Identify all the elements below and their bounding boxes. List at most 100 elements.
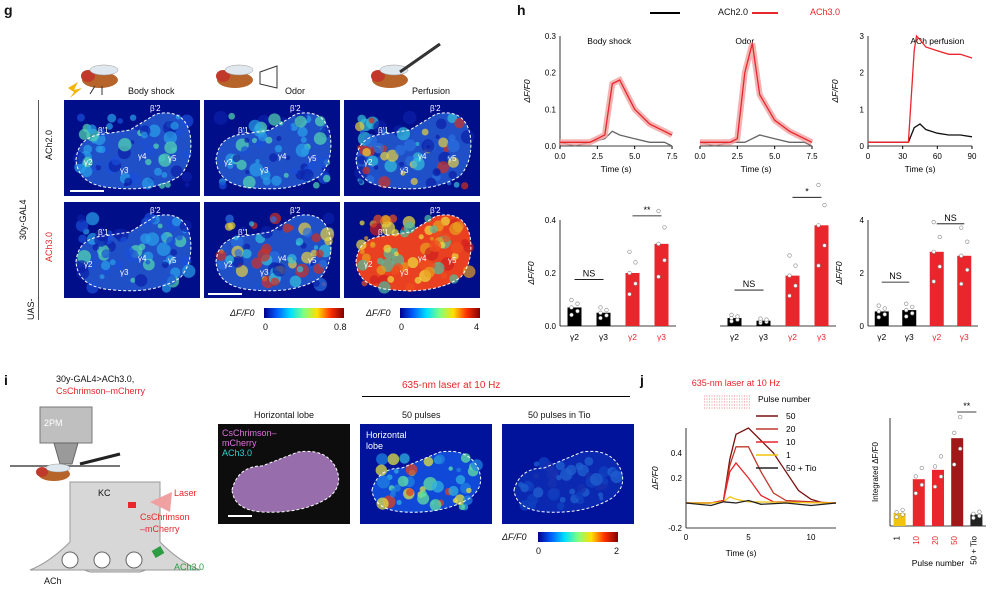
stimulus-annotation: ACh perfusion: [910, 36, 964, 46]
data-point: [931, 249, 936, 254]
x-tick-label: γ3: [599, 332, 608, 342]
x-tick-label: 10: [807, 533, 816, 542]
roi-label: γ4: [418, 254, 427, 263]
data-point: [604, 308, 609, 313]
bar: [654, 243, 669, 326]
fly-shock-icon: [68, 64, 119, 98]
stimulus-annotation: Odor: [735, 36, 754, 46]
legend-label: 50 + Tio: [786, 463, 817, 473]
roi-label: γ3: [120, 166, 129, 175]
heatmap-tile: β'1 β'2 γ2 γ3 γ4 γ5: [204, 100, 340, 196]
roi-label: γ4: [418, 152, 427, 161]
colorbar-i: [538, 532, 618, 542]
bar: [814, 225, 829, 326]
x-tick-label: 90: [968, 152, 977, 161]
x-axis-label: Time (s): [905, 164, 936, 174]
genotype-line1: 30y-GAL4>ACh3.0,: [56, 374, 134, 384]
roi-label: γ4: [138, 254, 147, 263]
data-point: [919, 482, 924, 487]
data-point: [627, 270, 632, 276]
image-title-1: 50 pulses: [402, 410, 441, 420]
legend-label: 1: [786, 450, 791, 460]
data-point: [758, 316, 763, 321]
data-point: [575, 301, 580, 306]
stimulus-annotation: Body shock: [587, 36, 632, 46]
data-point: [904, 314, 909, 319]
data-point: [598, 305, 603, 310]
data-point: [900, 512, 905, 517]
significance-label: *: [805, 186, 809, 196]
colorbar1: [264, 308, 344, 318]
series-line-1: [686, 496, 837, 504]
series-line-50 + Tio: [685, 499, 837, 507]
x-tick-label: γ3: [960, 332, 969, 342]
overlay-ch2: ACh3.0: [222, 448, 253, 458]
x-axis-label: Time (s): [726, 548, 757, 558]
data-point: [959, 253, 964, 258]
y-tick-label: 0.1: [545, 105, 557, 114]
colorbar-i-min: 0: [536, 546, 542, 556]
series-line-ACh3.0: [700, 43, 813, 143]
x-tick-label: γ3: [817, 332, 826, 342]
x-tick-label: 60: [933, 152, 942, 161]
roi-label: γ5: [168, 154, 177, 163]
kc-label: KC: [98, 488, 111, 498]
data-point: [894, 510, 899, 515]
significance-label: NS: [889, 271, 902, 281]
data-point: [876, 303, 881, 308]
stimulus-perfusion: Perfusion: [412, 86, 451, 96]
data-point: [569, 312, 574, 317]
data-point: [904, 308, 909, 313]
data-point: [932, 464, 938, 469]
image-50-pulses-tio: [502, 424, 634, 524]
ach-label: ACh: [44, 576, 62, 586]
roi-label: γ2: [84, 260, 93, 269]
data-point: [787, 293, 792, 298]
data-point: [952, 462, 957, 467]
x-tick-label: 0.0: [554, 152, 566, 161]
roi-label: γ5: [308, 154, 317, 163]
bar: [625, 273, 640, 326]
mcherry-label: –mCherry: [140, 524, 180, 534]
legend-ach3: ACh3.0: [810, 7, 841, 17]
data-point: [662, 225, 667, 230]
roi-label: γ3: [400, 268, 409, 277]
y-tick-label: 2: [860, 69, 865, 78]
series-line-ACh3.0: [560, 79, 673, 143]
x-tick-label: 1: [893, 535, 902, 540]
scale-bar: [70, 190, 104, 192]
overlay-ch1b: mCherry: [222, 438, 257, 448]
y-tick-label: 1: [860, 105, 865, 114]
significance-label: **: [643, 205, 651, 215]
data-point: [971, 511, 976, 516]
data-point: [910, 304, 915, 310]
panel-h: ACh2.0 ACh3.0: [520, 0, 1000, 360]
y-tick-label: 0: [860, 322, 865, 331]
data-point: [633, 281, 638, 286]
schematic: [10, 406, 201, 573]
data-point: [787, 253, 792, 258]
bar: [727, 318, 742, 326]
x-tick-label: 5.0: [629, 152, 641, 161]
data-point: [913, 491, 918, 496]
heatmap-tile: β'1 β'2 γ2 γ3 γ4 γ5: [204, 202, 340, 298]
colorbar1-label: ΔF/F0: [230, 308, 255, 318]
roi-label: γ2: [224, 260, 233, 269]
x-tick-label: 30: [898, 152, 907, 161]
data-point: [735, 314, 740, 319]
data-point: [876, 315, 881, 320]
data-point: [882, 312, 887, 317]
legend-ach2: ACh2.0: [718, 7, 749, 17]
data-point: [656, 208, 661, 214]
x-tick-label: 0: [684, 533, 689, 542]
significance-label: NS: [944, 213, 957, 223]
data-point: [822, 243, 827, 248]
y-tick-label: 4: [860, 216, 865, 225]
x-tick-label: 7.5: [666, 152, 678, 161]
data-point: [900, 507, 905, 513]
data-point: [876, 309, 881, 314]
x-tick-label: 2.5: [732, 152, 744, 161]
y-tick-label: 2: [860, 269, 865, 278]
roi-label: γ3: [120, 268, 129, 277]
y-tick-label: -0.2: [668, 524, 682, 533]
